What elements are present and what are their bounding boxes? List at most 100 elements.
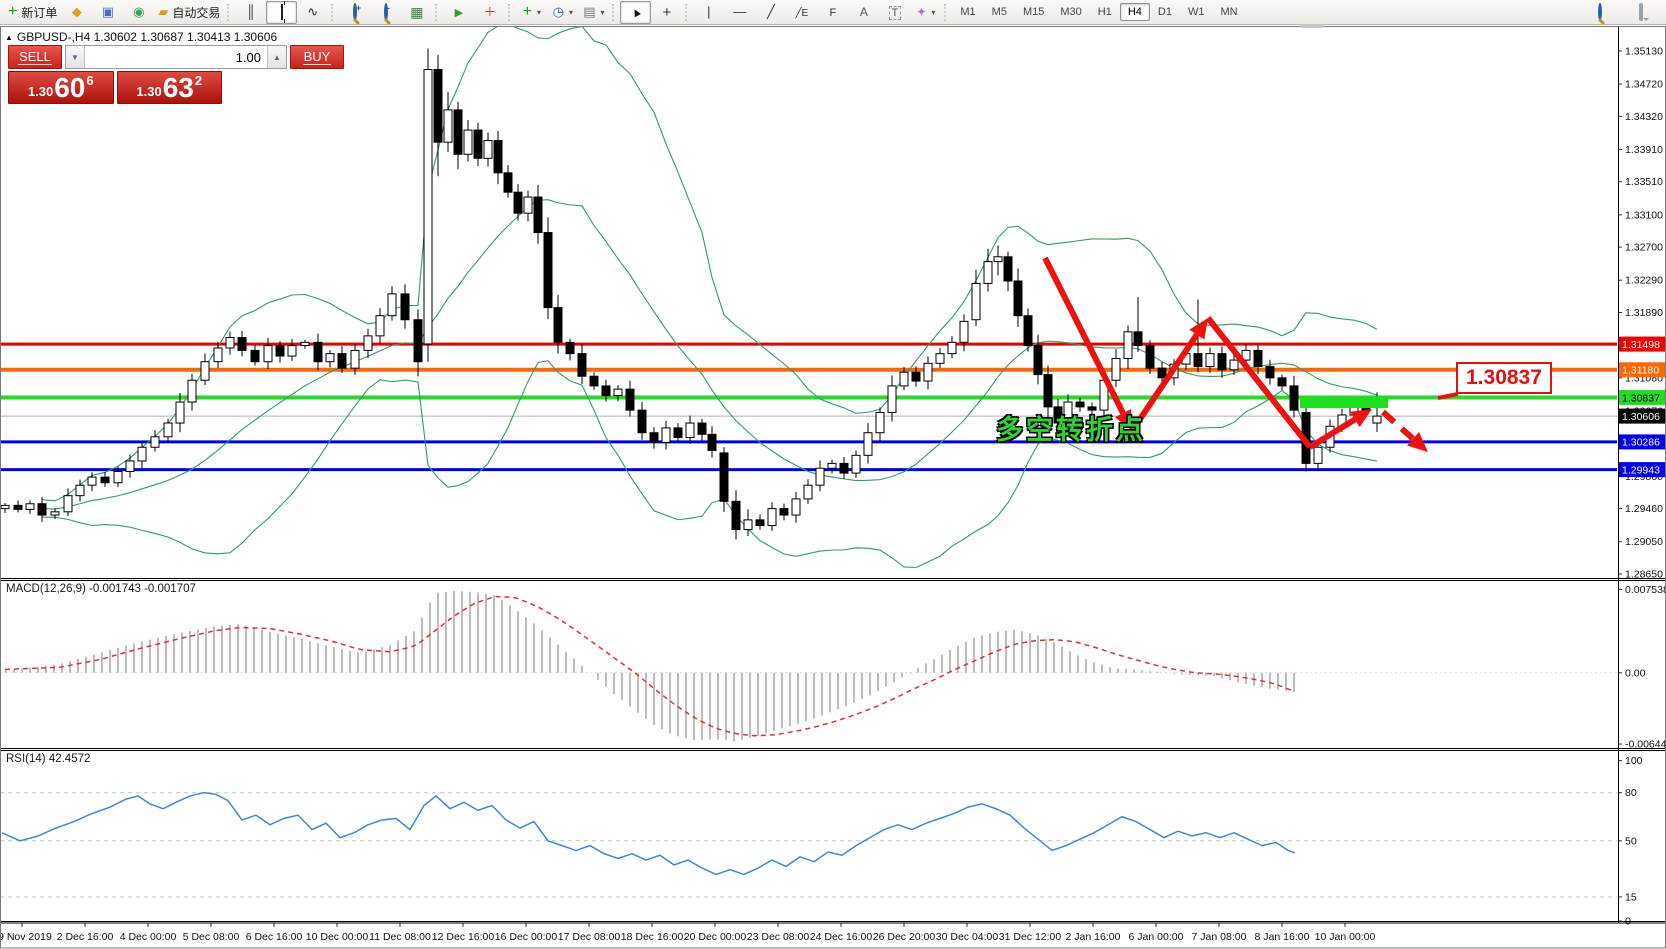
svg-text:6 Dec 16:00: 6 Dec 16:00 <box>246 931 303 943</box>
arrows-button[interactable]: ✦ ▾ <box>910 1 941 24</box>
timeframe-d1-button[interactable]: D1 <box>1157 6 1172 18</box>
textA-icon: A <box>859 5 868 19</box>
candle <box>1193 353 1203 368</box>
bar-chart-button[interactable]: ║ <box>235 1 266 24</box>
periods-button[interactable]: ◷ ▾ <box>547 1 578 24</box>
candle <box>150 436 160 448</box>
timeframe-mn-button[interactable]: MN <box>1220 6 1238 18</box>
fibonacci-button[interactable]: F <box>817 1 848 24</box>
turning-point-annotation[interactable]: 多空转折点 <box>996 415 1146 445</box>
candle <box>1111 357 1121 381</box>
sell-button[interactable]: SELL <box>8 45 62 69</box>
zoom-out-icon: - <box>383 3 390 21</box>
sell-price-small: 1.30 <box>27 84 54 99</box>
candle <box>1313 446 1323 464</box>
svg-text:5 Dec 08:00: 5 Dec 08:00 <box>183 931 240 943</box>
timeframe-h1-button[interactable]: H1 <box>1097 6 1112 18</box>
price-level-annotation[interactable]: 1.30837 <box>1456 362 1552 394</box>
candlestick-chart-button[interactable] <box>266 0 298 24</box>
zoom-in-button[interactable]: + <box>339 1 370 24</box>
search-button[interactable] <box>1584 1 1615 24</box>
timeframe-m1-button[interactable]: M1 <box>960 6 976 18</box>
candle <box>200 361 210 381</box>
crosshair-button[interactable]: + <box>651 1 682 24</box>
templates-button[interactable]: ▤ ▾ <box>578 1 609 24</box>
candle <box>250 349 260 363</box>
auto-trading-button[interactable]: ▰ 自动交易 <box>154 1 224 24</box>
candle <box>791 498 801 516</box>
svg-text:17 Dec 08:00: 17 Dec 08:00 <box>558 931 621 943</box>
timeframe-w1-button[interactable]: W1 <box>1187 6 1205 18</box>
profiles-button[interactable]: ◆ <box>61 1 92 24</box>
volume-down-button[interactable]: ▼ <box>66 46 85 68</box>
auto-scroll-button[interactable]: ▶ <box>443 1 474 24</box>
collapse-triangle-icon[interactable]: ▲ <box>5 33 13 42</box>
svg-text:1.30606: 1.30606 <box>1622 411 1660 423</box>
chart-shift-button[interactable]: ＋ <box>474 1 505 24</box>
volume-stepper: ▼ ▲ <box>65 45 287 69</box>
candle <box>1087 406 1097 411</box>
text-label-button[interactable]: T <box>879 1 910 24</box>
zoom-out-button[interactable]: - <box>370 1 401 24</box>
candle <box>1053 406 1063 424</box>
chevron-down-icon: ▾ <box>537 7 542 17</box>
candle <box>971 282 981 321</box>
candle <box>589 375 599 387</box>
buy-price-panel[interactable]: 1.30 63 2 <box>116 71 222 104</box>
charts-window-button[interactable]: ▣ <box>92 1 123 24</box>
svg-text:12 Dec 16:00: 12 Dec 16:00 <box>432 931 495 943</box>
svg-text:1.30837: 1.30837 <box>1622 392 1660 404</box>
horizontal-line-button[interactable]: — <box>724 1 755 24</box>
clock-icon: ◷ <box>552 4 565 19</box>
svg-text:23 Dec 08:00: 23 Dec 08:00 <box>747 931 810 943</box>
volume-input[interactable] <box>85 46 267 68</box>
splitter-grip[interactable] <box>1300 24 1324 28</box>
toolbar-separator <box>612 3 617 21</box>
candle <box>755 519 765 527</box>
timeframe-h4-button[interactable]: H4 <box>1119 3 1150 21</box>
candle <box>313 341 323 363</box>
candle <box>1217 353 1227 371</box>
svg-text:1.32700: 1.32700 <box>1625 242 1663 254</box>
candle <box>503 172 513 193</box>
buy-button[interactable]: BUY <box>290 45 344 69</box>
candle <box>473 129 483 159</box>
price-axis[interactable]: 1.35130 1.34720 1.34320 1.33910 1.33510 1.331… <box>1618 45 1666 928</box>
cursor-button[interactable]: ▲ <box>620 0 652 24</box>
buy-price-small: 1.30 <box>136 84 162 99</box>
data-center-button[interactable]: ◉ <box>123 1 154 24</box>
timeframe-m30-button[interactable]: M30 <box>1060 6 1082 18</box>
vertical-line-button[interactable]: | <box>693 1 724 24</box>
timeframe-m15-button[interactable]: M15 <box>1022 6 1045 18</box>
fibo-icon: F <box>829 7 837 19</box>
line-chart-button[interactable]: ∿ <box>297 1 328 24</box>
candle <box>423 69 433 345</box>
toolbar-separator <box>944 3 949 21</box>
candle <box>923 362 933 382</box>
candle <box>275 345 285 357</box>
candle <box>743 519 753 531</box>
new-order-button[interactable]: + 新订单 <box>4 1 61 24</box>
timeframe-m5-button[interactable]: M5 <box>991 6 1007 18</box>
svg-text:0.007538: 0.007538 <box>1625 584 1666 596</box>
indicators-button[interactable]: + ▾ <box>516 1 547 24</box>
chat-button[interactable] <box>1625 1 1656 24</box>
candle <box>637 409 647 434</box>
candle <box>1013 280 1023 317</box>
volume-up-button[interactable]: ▲ <box>267 46 286 68</box>
svg-text:29 Nov 2019: 29 Nov 2019 <box>0 931 52 943</box>
svg-text:1.34720: 1.34720 <box>1625 79 1663 91</box>
trendline-button[interactable]: ╱ <box>755 1 786 24</box>
toolbar: + 新订单 ◆ ▣ ◉ ▰ 自动交易 ║ ∿ + - ▦ ▶ ＋ + ▾ ◷ ▾ ▤ ▾ ▲ + | — ╱ ╱E F A T ✦ ▾ M1 M… <box>0 0 1666 25</box>
candle <box>719 452 729 502</box>
svg-text:8 Jan 16:00: 8 Jan 16:00 <box>1255 931 1310 943</box>
time-axis[interactable]: 29 Nov 2019 2 Dec 16:00 4 Dec 00:00 5 Dec 0… <box>0 923 1376 943</box>
equidistant-channel-button[interactable]: ╱E <box>786 1 817 24</box>
text-button[interactable]: A <box>848 1 879 24</box>
toolbar-separator <box>435 3 440 21</box>
svg-text:1.35130: 1.35130 <box>1625 45 1663 57</box>
linechart-icon: ∿ <box>307 4 319 19</box>
sell-price-panel[interactable]: 1.30 60 6 <box>8 71 114 104</box>
tile-windows-button[interactable]: ▦ <box>401 1 432 24</box>
